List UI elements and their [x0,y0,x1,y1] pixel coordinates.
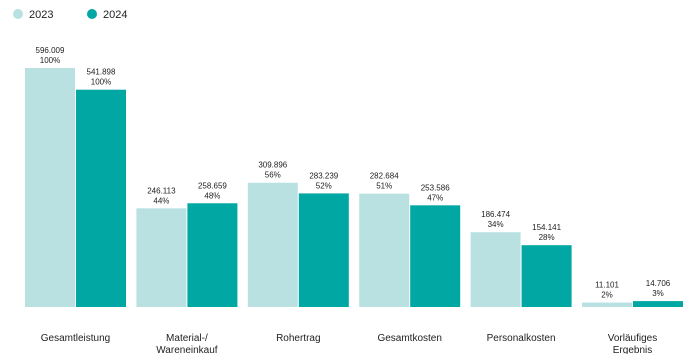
pct-label-2023-3: 51% [376,182,392,191]
category-label-3-0: Gesamtkosten [377,333,441,344]
pct-label-2024-2: 52% [316,181,332,190]
bar-2023-2 [247,182,298,307]
pct-label-2023-0: 100% [40,56,60,65]
category-labels-group: Gesamtleistung Material-/Wareneinkauf Rohe… [41,333,657,354]
value-label-2024-3: 253.586 [421,183,450,192]
bar-2024-3 [410,205,461,307]
bar-2024-2 [298,193,349,307]
value-label-2023-1: 246.113 [147,186,176,195]
pct-label-2024-4: 28% [539,233,555,242]
pct-label-2024-0: 100% [91,78,111,87]
pct-label-2023-4: 34% [488,220,504,229]
value-label-2024-5: 14.706 [646,279,671,288]
value-label-2024-2: 283.239 [309,171,338,180]
value-label-2023-3: 282.684 [370,172,399,181]
value-label-2023-0: 596.009 [36,46,65,55]
value-label-2024-1: 258.659 [198,181,227,190]
category-label-1-0: Material-/ [166,333,208,344]
value-label-2023-4: 186.474 [481,210,510,219]
pct-label-2024-1: 48% [204,191,220,200]
value-label-2024-0: 541.898 [87,68,116,77]
bar-2023-0 [25,68,75,307]
value-label-2024-4: 154.141 [532,223,561,232]
value-labels-group: 596.009100%541.898100%246.11344%258.6594… [36,46,671,300]
category-label-5-0: Vorläufiges [608,333,657,344]
bar-2023-3 [359,193,410,307]
legend-label-2023: 2023 [29,9,53,21]
pct-label-2023-5: 2% [601,291,613,300]
legend-marker-2023 [13,9,23,19]
category-label-2-0: Rohertrag [276,333,320,344]
category-label-1-1: Wareneinkauf [156,345,218,354]
bar-2023-1 [136,208,187,307]
pct-label-2024-3: 47% [427,193,443,202]
bar-2024-5 [633,301,683,307]
bar-2024-0 [76,89,126,307]
bars-group [25,68,683,307]
value-label-2023-5: 11.101 [595,281,619,290]
bar-2024-1 [187,203,238,307]
pct-label-2023-1: 44% [153,196,169,205]
pct-label-2023-2: 56% [265,171,281,180]
legend-marker-2024 [87,9,97,19]
category-label-4-0: Personalkosten [487,333,556,344]
bar-2023-5 [582,302,632,307]
legend: 2023 2024 [13,9,127,21]
bar-2024-4 [521,245,572,307]
pct-label-2024-5: 3% [652,289,664,298]
legend-label-2024: 2024 [103,9,127,21]
category-label-0-0: Gesamtleistung [41,333,110,344]
category-label-5-1: Ergebnis [613,345,652,354]
value-label-2023-2: 309.896 [258,161,287,170]
bar-2023-4 [470,232,521,307]
